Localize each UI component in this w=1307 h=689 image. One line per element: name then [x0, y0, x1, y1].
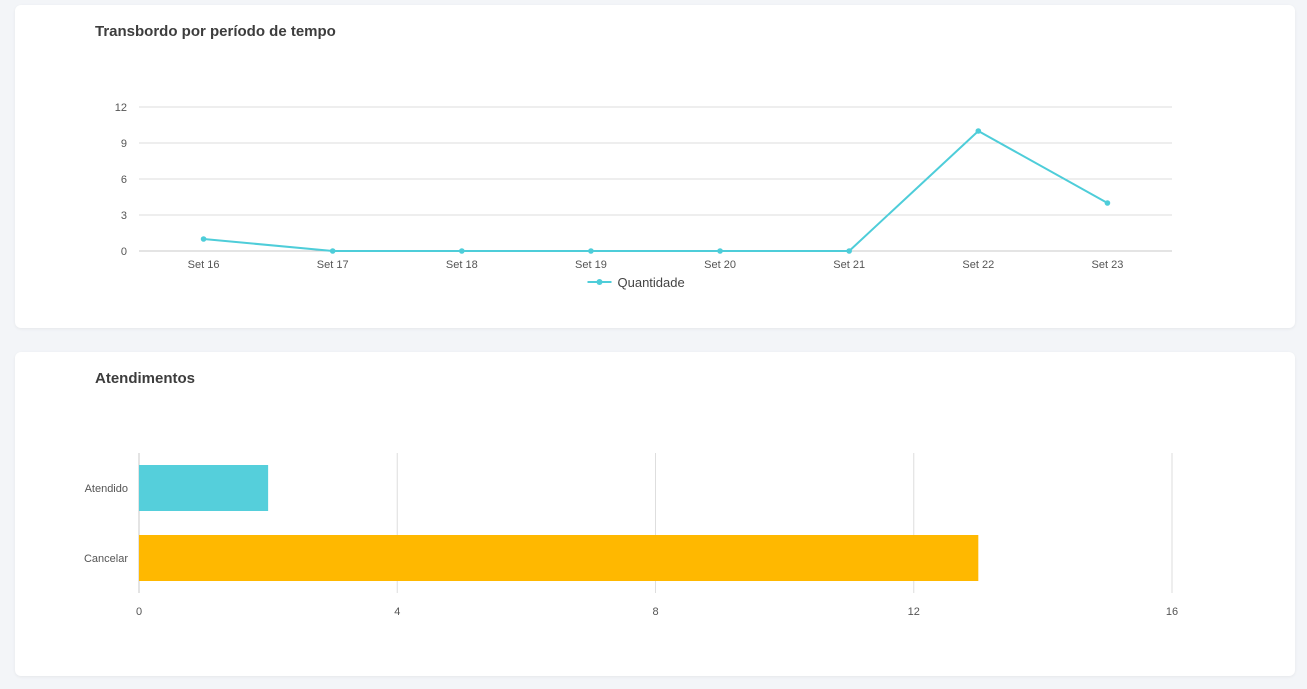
bar-atendido	[139, 465, 269, 511]
data-point	[588, 248, 594, 254]
x-tick-label: Set 16	[188, 259, 220, 271]
series-line-1	[203, 130, 1108, 252]
x-tick-label: Set 17	[317, 259, 349, 271]
y-tick-label: Cancelar	[84, 553, 128, 565]
y-tick-label: 3	[121, 210, 127, 222]
bar-chart-title: Atendimentos	[95, 370, 196, 387]
x-tick-label: 8	[652, 606, 658, 618]
y-tick-label: 0	[121, 246, 127, 258]
x-tick-label: Set 22	[962, 259, 994, 271]
bar-chart-card: Atendimentos 0 4 8 12 16 Atendido Cancelar	[15, 352, 1295, 676]
x-tick-label: 12	[908, 606, 920, 618]
x-tick-label: Set 21	[833, 259, 865, 271]
bar-cancelar	[139, 535, 979, 581]
y-tick-label: 12	[115, 102, 127, 114]
x-tick-label: 0	[136, 606, 142, 618]
x-tick-label: Set 23	[1092, 259, 1124, 271]
bar-chart: 0 4 8 12 16 Atendido Cancelar	[84, 453, 1178, 618]
data-point	[200, 236, 207, 242]
y-tick-label: Atendido	[85, 483, 128, 495]
data-point	[846, 248, 852, 254]
line-chart-card: Transbordo por período de tempo 0 3 6 9 12 Se…	[15, 5, 1295, 328]
data-point	[975, 128, 982, 134]
line-chart: 0 3 6 9 12 Set 16 Set 17 Set 18 Set 19 Set 20 Set …	[115, 102, 1172, 290]
data-point	[717, 248, 723, 254]
y-tick-label: 6	[121, 174, 127, 186]
x-tick-label: 4	[394, 606, 400, 618]
x-tick-label: Set 18	[446, 259, 478, 271]
line-chart-title: Transbordo por período de tempo	[95, 23, 336, 40]
x-tick-label: 16	[1166, 606, 1178, 618]
x-tick-label: Set 20	[704, 259, 736, 271]
data-point	[329, 248, 336, 254]
legend-swatch-marker	[596, 279, 603, 285]
x-tick-label: Set 19	[575, 259, 607, 271]
data-point	[459, 248, 465, 254]
data-point	[1104, 200, 1111, 206]
y-tick-label: 9	[121, 138, 127, 150]
legend-label: Quantidade	[618, 275, 685, 290]
